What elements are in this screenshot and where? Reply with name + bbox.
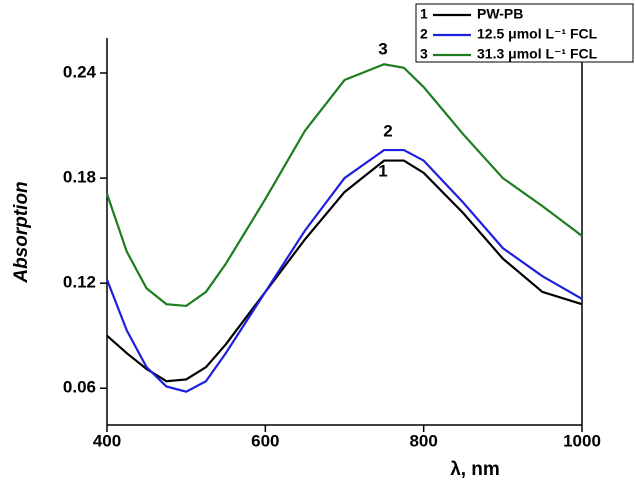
legend-label: PW-PB	[477, 6, 523, 22]
y-tick-label: 0.12	[63, 273, 96, 292]
legend-number: 1	[420, 6, 428, 22]
legend-label: 31.3 μmol L⁻¹ FCL	[477, 46, 598, 62]
curve-label: 1	[378, 161, 387, 180]
data-line	[106, 159, 583, 383]
x-tick-label: 400	[93, 431, 121, 450]
x-tick-label: 800	[409, 431, 437, 450]
legend-label: 12.5 μmol L⁻¹ FCL	[477, 26, 598, 42]
y-tick-label: 0.24	[63, 63, 97, 82]
curve-label: 2	[383, 121, 392, 140]
x-axis-label: λ, nm	[450, 459, 500, 480]
data-line	[105, 148, 583, 393]
legend-number: 2	[420, 26, 428, 42]
x-tick-label: 600	[251, 431, 279, 450]
data-line	[105, 63, 583, 308]
x-tick-label: 1000	[563, 431, 601, 450]
legend-number: 3	[420, 46, 428, 62]
curve-label: 3	[378, 39, 387, 58]
legend-box	[415, 3, 634, 63]
y-tick-label: 0.06	[63, 378, 96, 397]
y-tick-label: 0.18	[63, 168, 96, 187]
y-axis-label: Absorption	[11, 181, 32, 283]
